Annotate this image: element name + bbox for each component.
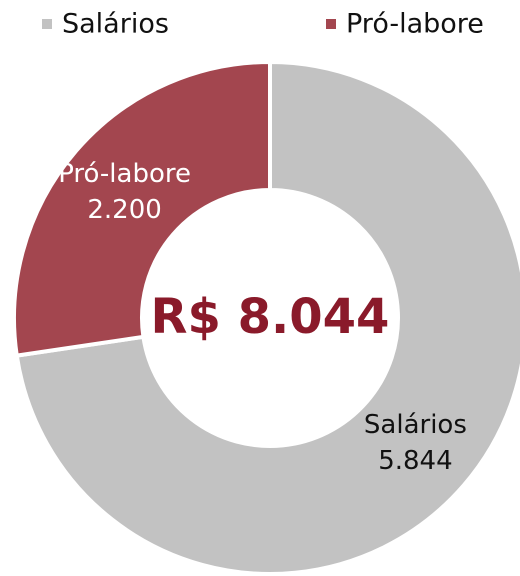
- slice: [12, 59, 272, 358]
- legend-label: Salários: [62, 9, 169, 40]
- legend-swatch: [42, 19, 52, 29]
- slice-value: 5.844: [378, 446, 452, 476]
- slice: [14, 59, 520, 576]
- legend-label: Pró-labore: [346, 9, 484, 40]
- slice-value: 2.200: [87, 195, 161, 225]
- slice-label: Salários: [364, 410, 467, 440]
- center-label: R$ 8.044: [151, 289, 390, 345]
- slice-label: Pró-labore: [58, 159, 191, 189]
- legend-swatch: [326, 19, 336, 29]
